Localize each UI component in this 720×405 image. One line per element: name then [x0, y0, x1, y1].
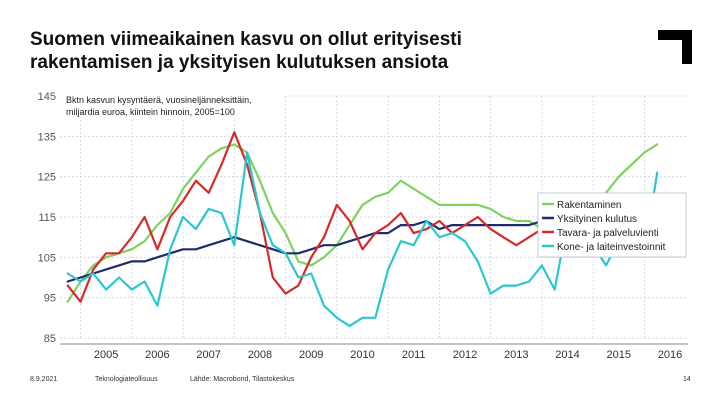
- x-tick-label: 2013: [504, 349, 528, 361]
- x-tick-label: 2006: [145, 349, 169, 361]
- chart-axes: 85 95 105 115 125 135 145 2005 2006 2007 2008 2009 2…: [38, 91, 688, 361]
- x-tick-label: 2015: [607, 349, 631, 361]
- y-tick-label: 115: [38, 212, 56, 224]
- footer-organization: Teknologiateollisuus: [95, 376, 158, 383]
- x-tick-label: 2012: [453, 349, 477, 361]
- chart-legend: Rakentaminen Yksityinen kulutus Tavara- ja…: [537, 192, 687, 258]
- footer-source: Lähde: Macrobond, Tilastokeskus: [190, 376, 295, 383]
- x-tick-label: 2009: [299, 349, 323, 361]
- y-tick-label: 135: [38, 131, 56, 143]
- x-tick-label: 2014: [555, 349, 579, 361]
- y-tick-label: 145: [38, 91, 56, 103]
- footer-date: 8.9.2021: [30, 376, 58, 383]
- chart-title-background: [62, 92, 283, 120]
- y-tick-label: 85: [44, 333, 56, 345]
- legend-box: [537, 192, 687, 258]
- chart-title-box: Bktn kasvun kysyntäerä, vuosineljänneksi…: [62, 92, 283, 120]
- legend-label: Tavara- ja palveluvienti: [557, 228, 659, 239]
- x-tick-label: 2016: [658, 349, 682, 361]
- slide-title: Suomen viimeaikainen kasvu on ollut erit…: [30, 28, 630, 74]
- legend-label: Rakentaminen: [557, 200, 621, 211]
- y-tick-label: 105: [38, 252, 56, 264]
- chart-title: Bktn kasvun kysyntäerä, vuosineljänneksi…: [66, 95, 252, 105]
- chart-grid: [60, 95, 688, 339]
- x-tick-label: 2008: [248, 349, 272, 361]
- page-number: 14: [683, 376, 691, 383]
- y-tick-label: 95: [44, 293, 56, 305]
- slide-title-line-1: Suomen viimeaikainen kasvu on ollut erit…: [30, 29, 462, 50]
- series-line-4: [66, 151, 659, 327]
- slide-title-line-2: rakentamisen ja yksityisen kulutuksen an…: [30, 52, 449, 73]
- x-tick-label: 2007: [196, 349, 220, 361]
- x-tick-label: 2005: [94, 349, 118, 361]
- corner-bracket-logo-icon: [658, 30, 692, 64]
- legend-label: Yksityinen kulutus: [557, 214, 637, 225]
- legend-label: Kone- ja laiteinvestoinnit: [557, 242, 666, 253]
- y-tick-label: 125: [38, 172, 56, 184]
- x-tick-label: 2010: [350, 349, 374, 361]
- x-tick-label: 2011: [402, 349, 426, 361]
- chart-subtitle: miljardia euroa, kiintein hinnoin, 2005=…: [66, 107, 235, 117]
